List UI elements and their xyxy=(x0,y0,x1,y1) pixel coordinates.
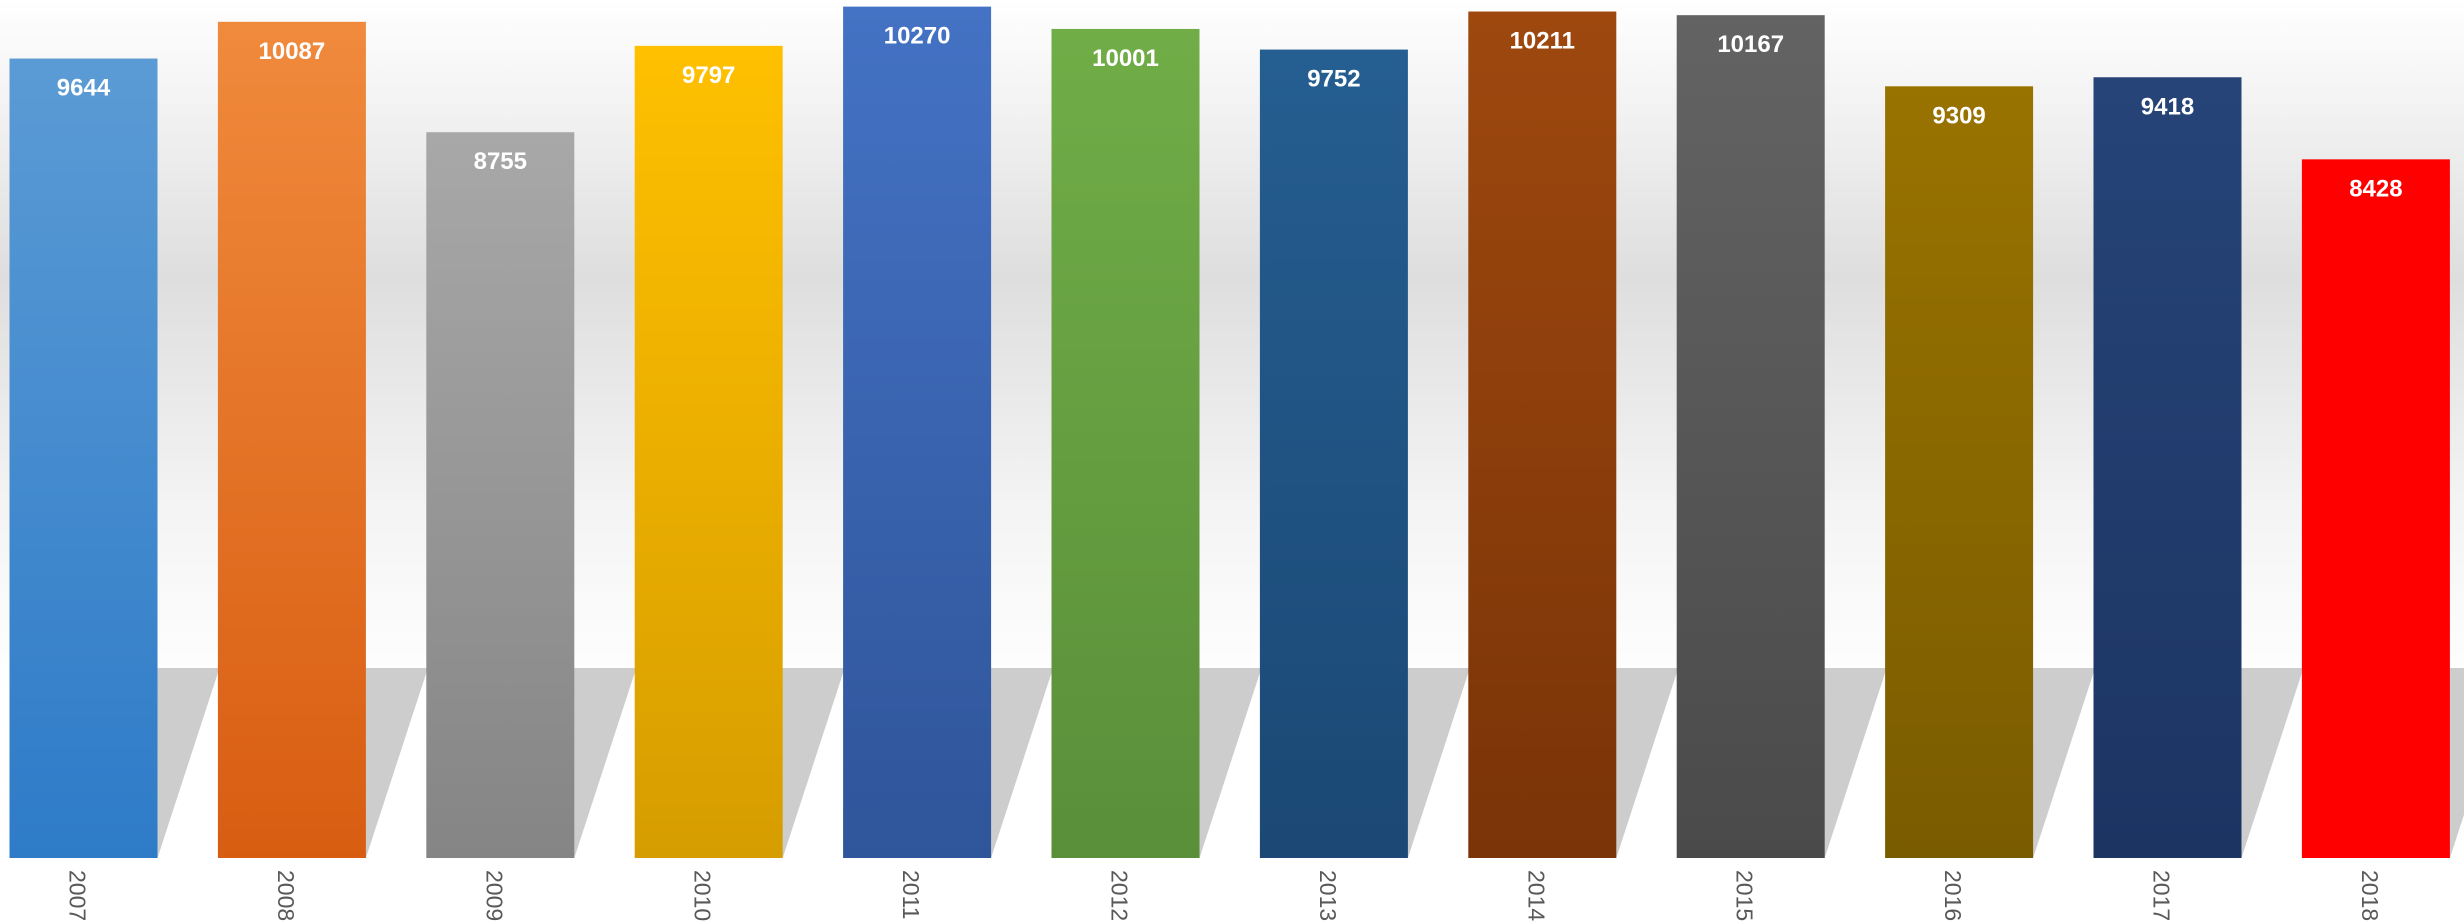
bar-2015 xyxy=(1676,15,1825,859)
x-tick-label-2014: 2014 xyxy=(1523,870,1549,921)
data-label-2018: 8428 xyxy=(2349,175,2402,202)
data-label-2009: 8755 xyxy=(474,148,527,175)
data-label-2014: 10211 xyxy=(1510,28,1575,55)
bars xyxy=(9,6,2450,859)
x-tick-label-2008: 2008 xyxy=(273,870,299,921)
x-tick-label-2009: 2009 xyxy=(481,870,507,921)
data-label-2013: 9752 xyxy=(1307,66,1360,93)
data-label-2010: 9797 xyxy=(682,62,735,89)
bar-2016 xyxy=(1885,86,2034,859)
x-tick-label-2012: 2012 xyxy=(1107,870,1133,921)
x-axis-ticks: 2007 2008 2009 2010 2011 2012 2013 2014 2015 2016… xyxy=(65,870,2383,921)
bar-2018 xyxy=(2301,159,2450,859)
bar-2010 xyxy=(634,45,783,859)
data-label-2007: 9644 xyxy=(57,75,111,102)
data-label-2008: 10087 xyxy=(259,38,326,65)
data-label-2012: 10001 xyxy=(1092,45,1159,72)
bar-2017 xyxy=(2093,77,2242,858)
bar-2009 xyxy=(426,132,575,858)
x-tick-label-2016: 2016 xyxy=(1940,870,1966,921)
bar-2011 xyxy=(843,6,992,858)
x-tick-label-2017: 2017 xyxy=(2149,870,2175,921)
x-tick-label-2018: 2018 xyxy=(2357,870,2383,921)
x-tick-label-2013: 2013 xyxy=(1315,870,1341,921)
bar-2008 xyxy=(217,21,366,859)
data-label-2015: 10167 xyxy=(1717,31,1784,58)
x-tick-label-2011: 2011 xyxy=(898,870,924,919)
data-label-2011: 10270 xyxy=(884,23,951,50)
data-label-2016: 9309 xyxy=(1932,102,1985,129)
data-label-2017: 9418 xyxy=(2141,93,2194,120)
bar-2007 xyxy=(9,58,158,859)
x-tick-label-2010: 2010 xyxy=(690,870,716,921)
bar-2012 xyxy=(1051,28,1200,859)
x-tick-label-2007: 2007 xyxy=(65,870,91,921)
bar-2013 xyxy=(1259,49,1408,858)
bar-2014 xyxy=(1468,11,1617,859)
data-labels: 9644 10087 8755 9797 10270 10001 9752 10211 1016… xyxy=(57,23,2403,203)
x-tick-label-2015: 2015 xyxy=(1732,870,1758,921)
